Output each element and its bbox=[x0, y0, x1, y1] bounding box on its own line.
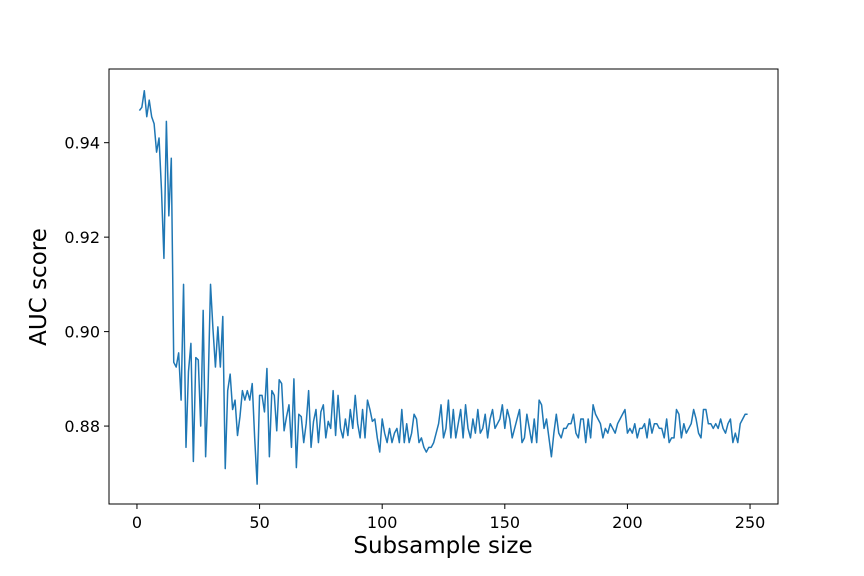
x-tick-label: 0 bbox=[132, 513, 142, 532]
x-tick-label: 200 bbox=[612, 513, 643, 532]
y-tick-label: 0.94 bbox=[64, 134, 100, 153]
x-axis-label: Subsample size bbox=[353, 533, 532, 559]
y-tick-label: 0.92 bbox=[64, 228, 100, 247]
x-tick-label: 100 bbox=[367, 513, 398, 532]
x-tick-label: 150 bbox=[490, 513, 521, 532]
plot-frame bbox=[108, 68, 779, 505]
x-tick-label: 50 bbox=[249, 513, 269, 532]
y-axis-label: AUC score bbox=[26, 228, 52, 346]
y-tick-label: 0.90 bbox=[64, 323, 100, 342]
x-tick-label: 250 bbox=[735, 513, 766, 532]
data-line bbox=[138, 89, 748, 485]
y-tick-label: 0.88 bbox=[64, 417, 100, 436]
